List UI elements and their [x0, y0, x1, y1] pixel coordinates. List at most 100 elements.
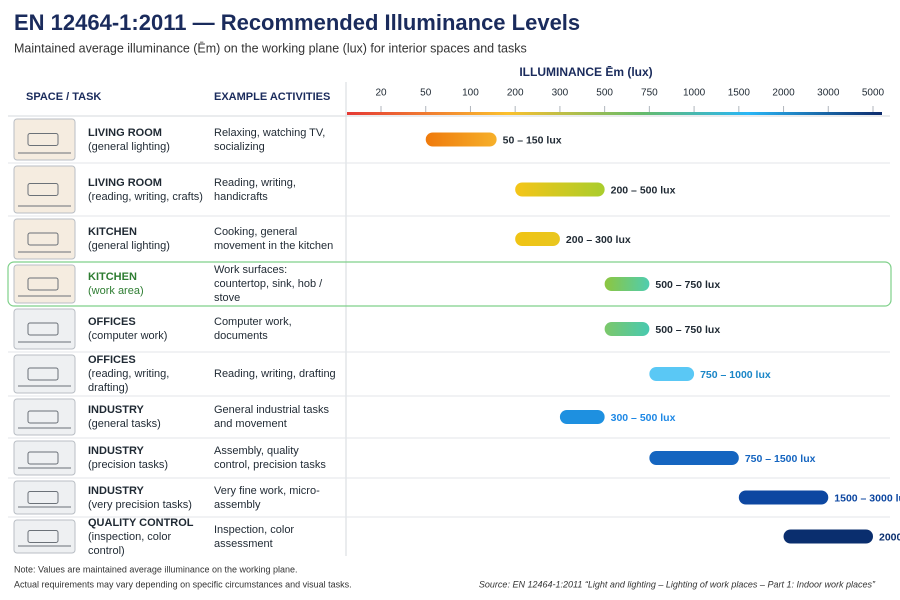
- value-label: 200 – 500 lux: [611, 184, 676, 196]
- axis-line: [347, 112, 882, 115]
- row-icon: [13, 218, 76, 260]
- space-cell: OFFICES (computer work): [88, 306, 206, 352]
- icon-frame: [13, 218, 76, 260]
- space-detail: (reading, writing, drafting): [88, 368, 170, 394]
- icon-frame: [13, 398, 76, 436]
- source: Source: EN 12464-1:2011 “Light and light…: [479, 579, 876, 589]
- space-cell: INDUSTRY (general tasks): [88, 396, 206, 438]
- row-icon: [13, 398, 76, 436]
- x-tick-label: 200: [507, 88, 524, 99]
- x-tick-label: 1000: [683, 88, 706, 99]
- icon-frame: [13, 354, 76, 394]
- x-tick-label: 50: [420, 88, 432, 99]
- value-label: 300 – 500 lux: [611, 412, 676, 424]
- activities: Computer work, documents: [214, 316, 292, 342]
- space-cell: INDUSTRY (very precision tasks): [88, 478, 206, 517]
- space-name: LIVING ROOM: [88, 126, 162, 139]
- value-label: 500 – 750 lux: [655, 324, 720, 336]
- icon-frame: [13, 440, 76, 476]
- icon-object: [27, 367, 59, 381]
- space-cell: QUALITY CONTROL (inspection, color contro…: [88, 516, 206, 557]
- range-bar: [515, 182, 605, 197]
- subtitle: Maintained average illuminance (Ēm) on t…: [14, 41, 527, 55]
- range-bar: [515, 232, 560, 246]
- space-name: OFFICES: [88, 316, 136, 328]
- activities: Work surfaces: countertop, sink, hob / s…: [214, 264, 323, 304]
- space-cell: OFFICES (reading, writing, drafting): [88, 352, 206, 396]
- icon-object: [27, 232, 59, 246]
- note: Note: Values are maintained average illu…: [14, 564, 298, 574]
- x-tick-label: 750: [641, 88, 658, 99]
- space-detail: (computer work): [88, 330, 168, 342]
- row-icon: [13, 354, 76, 394]
- value-label: 200 – 300 lux: [566, 234, 631, 246]
- value-label: 750 – 1500 lux: [745, 453, 816, 465]
- range-bar: [649, 451, 739, 465]
- space-name: QUALITY CONTROL: [88, 516, 194, 529]
- range-bar: [783, 529, 873, 544]
- row-icon: [13, 480, 76, 515]
- space-cell: LIVING ROOM (general lighting): [88, 116, 206, 163]
- space-detail: (reading, writing, crafts): [88, 190, 203, 203]
- range-bar: [425, 132, 497, 147]
- icon-frame: [13, 480, 76, 515]
- space-name: INDUSTRY: [88, 484, 144, 497]
- space-detail: (general lighting): [88, 240, 170, 252]
- range-bar: [559, 410, 605, 424]
- row-icon: [13, 308, 76, 350]
- activities: Reading, writing, drafting: [214, 368, 336, 380]
- activities: Reading, writing, handicrafts: [214, 176, 296, 203]
- x-tick-label: 5000: [862, 88, 885, 99]
- space-cell: INDUSTRY (precision tasks): [88, 438, 206, 478]
- x-tick-label: 3000: [817, 88, 840, 99]
- icon-object: [27, 277, 59, 291]
- icon-object: [27, 491, 59, 504]
- activities: Relaxing, watching TV, socializing: [214, 126, 326, 153]
- activities: General industrial tasks and movement: [214, 404, 329, 430]
- icon-object: [27, 183, 59, 196]
- icon-object: [27, 133, 59, 146]
- activities: Cooking, general movement in the kitchen: [214, 226, 334, 252]
- x-tick-label: 500: [596, 88, 613, 99]
- space-name: OFFICES: [88, 354, 136, 366]
- title: EN 12464-1:2011 — Recommended Illuminanc…: [14, 10, 580, 35]
- icon-object: [27, 530, 59, 543]
- note: Actual requirements may vary depending o…: [14, 579, 352, 589]
- icon-object: [27, 410, 59, 424]
- value-label: 750 – 1000 lux: [700, 369, 771, 381]
- row-icon: [13, 264, 76, 304]
- x-tick-label: 100: [462, 88, 479, 99]
- space-detail: (very precision tasks): [88, 498, 192, 511]
- icon-frame: [13, 165, 76, 214]
- row-icon: [13, 165, 76, 214]
- icon-frame: [13, 519, 76, 554]
- space-name: KITCHEN: [88, 271, 137, 283]
- value-label: 1500 – 3000 lux: [834, 492, 900, 504]
- value-label: 2000 – 5000 lux: [879, 531, 900, 543]
- space-name: KITCHEN: [88, 226, 137, 238]
- x-tick-label: 20: [375, 88, 387, 99]
- x-tick-label: 1500: [728, 88, 751, 99]
- activities: Very fine work, micro-assembly: [214, 484, 320, 511]
- space-name: LIVING ROOM: [88, 176, 162, 189]
- column-header: SPACE / TASK: [26, 91, 102, 103]
- icon-object: [27, 322, 59, 336]
- row-icon: [13, 118, 76, 161]
- value-label: 500 – 750 lux: [655, 279, 720, 291]
- value-label: 50 – 150 lux: [503, 134, 562, 146]
- activities: Inspection, color assessment: [214, 523, 295, 550]
- x-tick-label: 300: [552, 88, 569, 99]
- highlight-frame: [7, 261, 892, 307]
- space-detail: (work area): [88, 285, 144, 297]
- range-bar: [604, 322, 650, 336]
- column-header: EXAMPLE ACTIVITIES: [214, 91, 331, 103]
- space-cell: KITCHEN (general lighting): [88, 216, 206, 262]
- row-icon: [13, 440, 76, 476]
- x-tick-label: 2000: [772, 88, 795, 99]
- space-name: INDUSTRY: [88, 445, 144, 457]
- range-bar: [738, 490, 829, 505]
- space-detail: (precision tasks): [88, 459, 169, 471]
- range-bar: [649, 367, 695, 381]
